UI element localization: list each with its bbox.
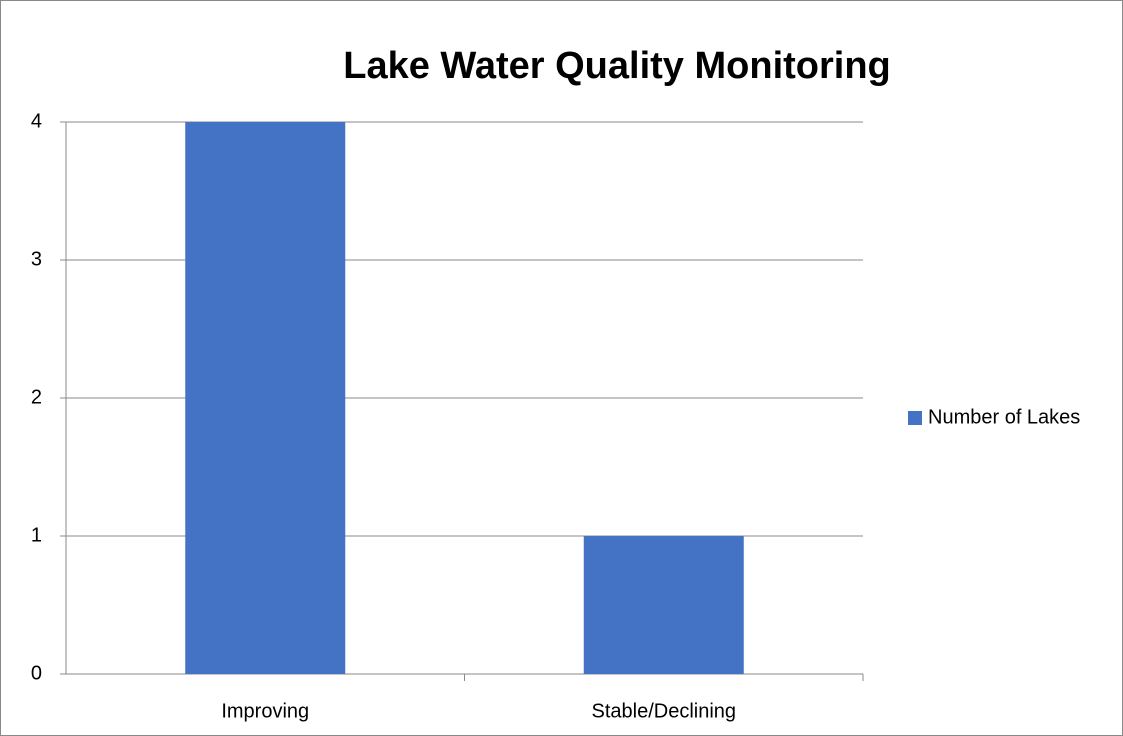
y-tick-label: 3 xyxy=(31,248,42,270)
chart-title: Lake Water Quality Monitoring xyxy=(343,45,891,87)
y-tick-label: 4 xyxy=(31,110,42,132)
bar xyxy=(583,536,744,674)
y-tick-label: 1 xyxy=(31,524,42,546)
bar xyxy=(185,122,346,674)
y-tick-label: 2 xyxy=(31,386,42,408)
legend-swatch xyxy=(908,411,922,425)
y-tick-label: 0 xyxy=(31,662,42,684)
x-tick-label: Improving xyxy=(221,700,309,722)
x-tick-label: Stable/Declining xyxy=(591,700,736,722)
legend-label: Number of Lakes xyxy=(928,406,1080,428)
